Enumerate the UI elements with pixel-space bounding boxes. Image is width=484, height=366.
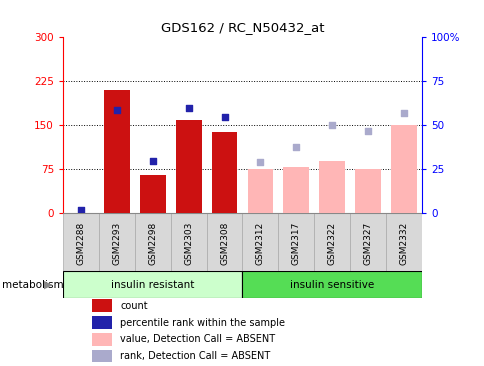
Text: value, Detection Call = ABSENT: value, Detection Call = ABSENT [120, 334, 275, 344]
Bar [242, 271, 421, 298]
Bar [63, 271, 242, 298]
Text: percentile rank within the sample: percentile rank within the sample [120, 318, 285, 328]
Bar [91, 299, 111, 312]
Text: GSM2327: GSM2327 [363, 222, 372, 265]
Text: insulin resistant: insulin resistant [111, 280, 194, 290]
Text: GSM2322: GSM2322 [327, 222, 336, 265]
Text: GSM2332: GSM2332 [399, 222, 408, 265]
Point [399, 110, 407, 116]
Bar [283, 167, 309, 213]
Point [77, 207, 85, 213]
Bar [91, 333, 111, 346]
Bar [314, 213, 349, 271]
Bar [278, 213, 314, 271]
Text: GSM2293: GSM2293 [112, 222, 121, 265]
Title: GDS162 / RC_N50432_at: GDS162 / RC_N50432_at [160, 21, 324, 34]
Point [113, 107, 121, 113]
Point [328, 122, 335, 128]
Bar [91, 350, 111, 362]
Bar [247, 169, 273, 213]
Bar [91, 316, 111, 329]
Text: GSM2312: GSM2312 [256, 222, 264, 265]
Text: GSM2298: GSM2298 [148, 222, 157, 265]
Bar [175, 120, 201, 213]
Bar [318, 161, 345, 213]
Bar [63, 213, 99, 271]
Text: GSM2317: GSM2317 [291, 222, 300, 265]
Point [149, 158, 156, 164]
Bar [349, 213, 385, 271]
Text: GSM2308: GSM2308 [220, 222, 228, 265]
Bar [385, 213, 421, 271]
Text: insulin sensitive: insulin sensitive [289, 280, 374, 290]
Point [292, 144, 300, 150]
Text: GSM2288: GSM2288 [76, 222, 85, 265]
Point [256, 159, 264, 165]
Text: rank, Detection Call = ABSENT: rank, Detection Call = ABSENT [120, 351, 270, 361]
Bar [135, 213, 170, 271]
Bar [211, 132, 237, 213]
Point [220, 114, 228, 120]
Point [184, 105, 192, 111]
Bar [390, 125, 416, 213]
Bar [354, 169, 380, 213]
Bar [99, 213, 135, 271]
Bar [206, 213, 242, 271]
Text: count: count [120, 301, 148, 311]
Text: GSM2303: GSM2303 [184, 222, 193, 265]
Text: ▶: ▶ [44, 280, 52, 290]
Bar [104, 90, 130, 213]
Bar [170, 213, 206, 271]
Text: metabolism: metabolism [2, 280, 64, 290]
Bar [139, 175, 166, 213]
Bar [242, 213, 278, 271]
Point [363, 128, 371, 134]
